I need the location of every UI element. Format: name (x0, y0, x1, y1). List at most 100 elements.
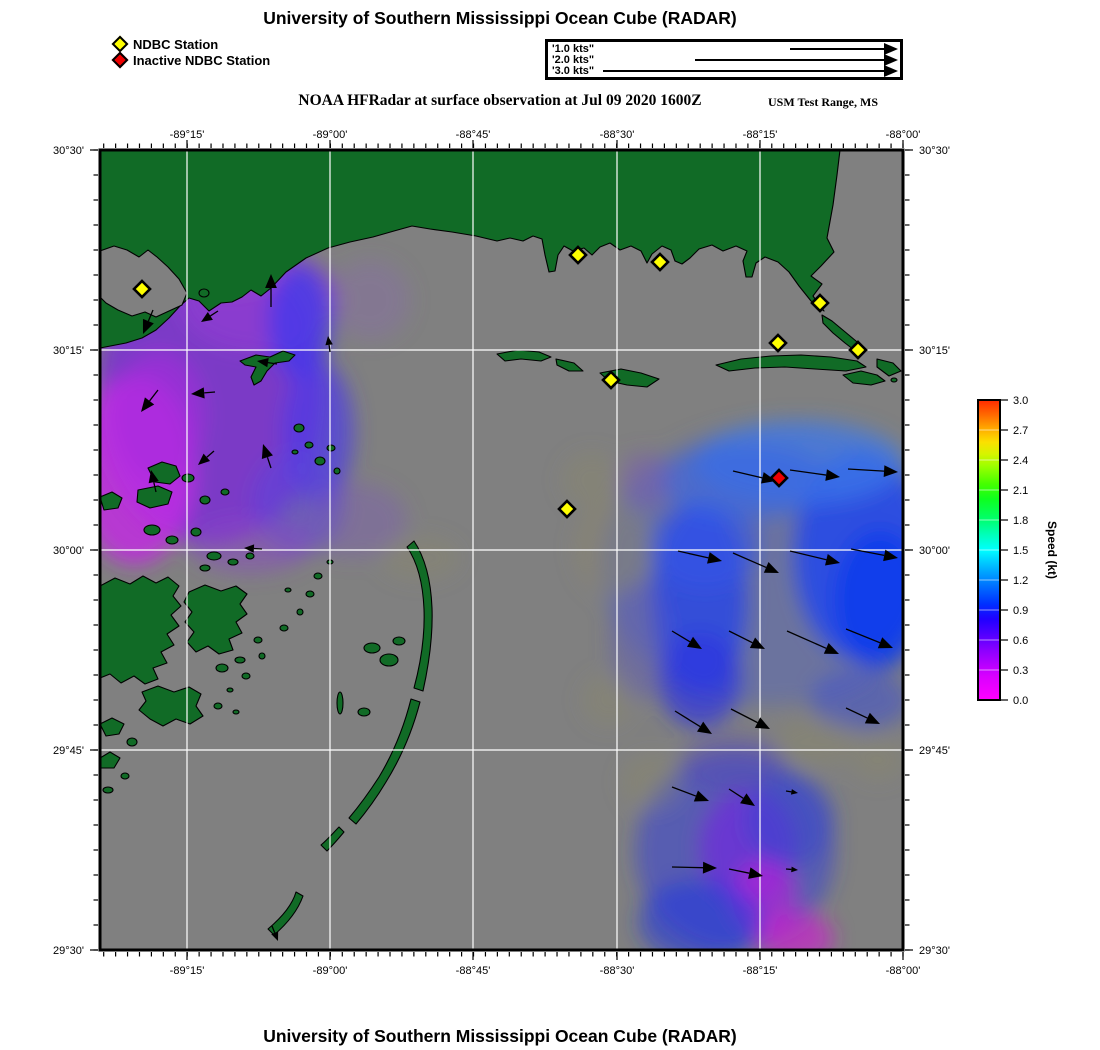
lat-label: 30°00' (53, 545, 84, 557)
map-frame (98, 148, 905, 952)
speed-blobs (100, 245, 903, 950)
scale-row-3: '3.0 kts" (548, 65, 900, 77)
legend-label-active: NDBC Station (133, 36, 219, 52)
colorbar-ticks: 3.0 2.7 2.4 2.1 1.8 1.5 1.2 0.9 0.6 0.3 0.0 (1000, 395, 1028, 707)
graticule-gridlines (100, 150, 903, 950)
current-arrow (198, 453, 211, 465)
ndbc-station-active (568, 245, 588, 265)
current-arrow (790, 789, 798, 795)
colorbar-tick-label: 0.6 (1013, 635, 1028, 647)
current-arrow (823, 642, 839, 654)
lon-label: -88°00' (886, 129, 921, 141)
lon-label: -88°45' (456, 965, 491, 977)
colorbar-tick-label: 2.7 (1013, 425, 1028, 437)
colorbar-tick-label: 1.8 (1013, 515, 1028, 527)
current-arrow (707, 552, 722, 564)
current-arrow (271, 931, 279, 941)
lon-label: -88°00' (886, 965, 921, 977)
legend-item-inactive: Inactive NDBC Station (111, 51, 271, 69)
ndbc-station-active (650, 252, 670, 272)
colorbar-tick-label: 2.4 (1013, 455, 1028, 467)
current-arrow (883, 549, 898, 562)
current-arrow (265, 274, 277, 288)
chandeleur-islands (267, 540, 433, 936)
lat-label: 30°15' (919, 345, 950, 357)
lon-label: -89°15' (170, 965, 205, 977)
current-arrow (325, 336, 333, 346)
bay-islet (198, 288, 210, 298)
arrowhead-icon (884, 65, 898, 77)
legend-item-active: NDBC Station (111, 35, 270, 53)
lon-label: -89°00' (313, 129, 348, 141)
ndbc-station-active (557, 499, 577, 519)
current-arrow (697, 721, 712, 734)
lat-label: 30°15' (53, 345, 84, 357)
lon-label: -88°45' (456, 129, 491, 141)
current-arrow (261, 444, 273, 460)
colorbar: 3.0 2.7 2.4 2.1 1.8 1.5 1.2 0.9 0.6 0.3 0.0 Speed … (977, 395, 1059, 707)
colorbar-tick-label: 0.9 (1013, 605, 1028, 617)
map-subtitle: NOAA HFRadar at surface observation at J… (298, 92, 702, 109)
current-arrow (142, 318, 154, 334)
ndbc-stations (132, 245, 868, 519)
current-arrow (693, 790, 709, 802)
vector-scale-box: '1.0 kts" '2.0 kts" '3.0 kts" (545, 39, 903, 80)
current-arrow (825, 554, 840, 566)
current-vectors (141, 274, 898, 941)
legend-label-inactive: Inactive NDBC Station (133, 52, 271, 68)
petit-bois-island (842, 370, 886, 386)
cat-island (239, 350, 296, 386)
station-legend: NDBC Station Inactive NDBC Station (111, 35, 271, 69)
current-arrow (686, 636, 702, 649)
scale-label-2: '2.0 kts" (552, 54, 595, 66)
range-label: USM Test Range, MS (768, 95, 879, 109)
isle-au-pitre-islets (291, 423, 341, 475)
dauphin-island-east (876, 358, 902, 377)
lat-label: 29°30' (53, 945, 84, 957)
current-arrow (740, 793, 755, 806)
ndbc-station-active (601, 370, 621, 390)
ndbc-station-active (768, 333, 788, 353)
ndbc-station-active (132, 279, 152, 299)
colorbar-tick-label: 0.3 (1013, 665, 1028, 677)
scale-arrow-line (790, 48, 885, 50)
colorbar-tick-label: 0.0 (1013, 695, 1028, 707)
lon-label: -88°15' (743, 129, 778, 141)
colorbar-title: Speed (kt) (1045, 521, 1059, 579)
scale-arrow-line (695, 59, 885, 61)
petit-bois-islet (890, 377, 898, 383)
current-arrow (763, 562, 779, 573)
current-arrow (748, 867, 763, 879)
lat-label: 30°00' (919, 545, 950, 557)
scale-row-1: '1.0 kts" (548, 43, 900, 55)
current-arrow (201, 312, 213, 322)
current-arrow (883, 465, 898, 478)
ndbc-station-active (810, 293, 830, 313)
lat-label: 29°45' (53, 745, 84, 757)
scale-label-3: '3.0 kts" (552, 65, 595, 77)
colorbar-tick-label: 1.5 (1013, 545, 1028, 557)
ndbc-station-active (848, 340, 868, 360)
colorbar-tick-label: 3.0 (1013, 395, 1028, 407)
axis-labels: -89°15' -89°15' -89°00' -89°00' -88°45' -88°4… (53, 129, 950, 977)
lat-label: 30°30' (919, 145, 950, 157)
ship-island-east (555, 358, 584, 372)
scale-label-1: '1.0 kts" (552, 43, 595, 55)
current-arrow (864, 712, 880, 724)
current-arrow (825, 469, 840, 481)
current-arrow (702, 861, 717, 874)
colorbar-tick-label: 2.1 (1013, 485, 1028, 497)
current-arrow (749, 637, 765, 649)
footer-title: University of Southern Mississippi Ocean… (263, 1026, 737, 1046)
lat-label: 29°30' (919, 945, 950, 957)
page-title: University of Southern Mississippi Ocean… (263, 8, 737, 28)
lon-label: -88°30' (600, 129, 635, 141)
current-arrow (141, 397, 155, 412)
lon-label: -89°15' (170, 129, 205, 141)
lon-label: -88°15' (743, 965, 778, 977)
arrowhead-icon (884, 54, 898, 66)
marsh-islands (100, 461, 334, 794)
axis-ticks (90, 140, 913, 960)
